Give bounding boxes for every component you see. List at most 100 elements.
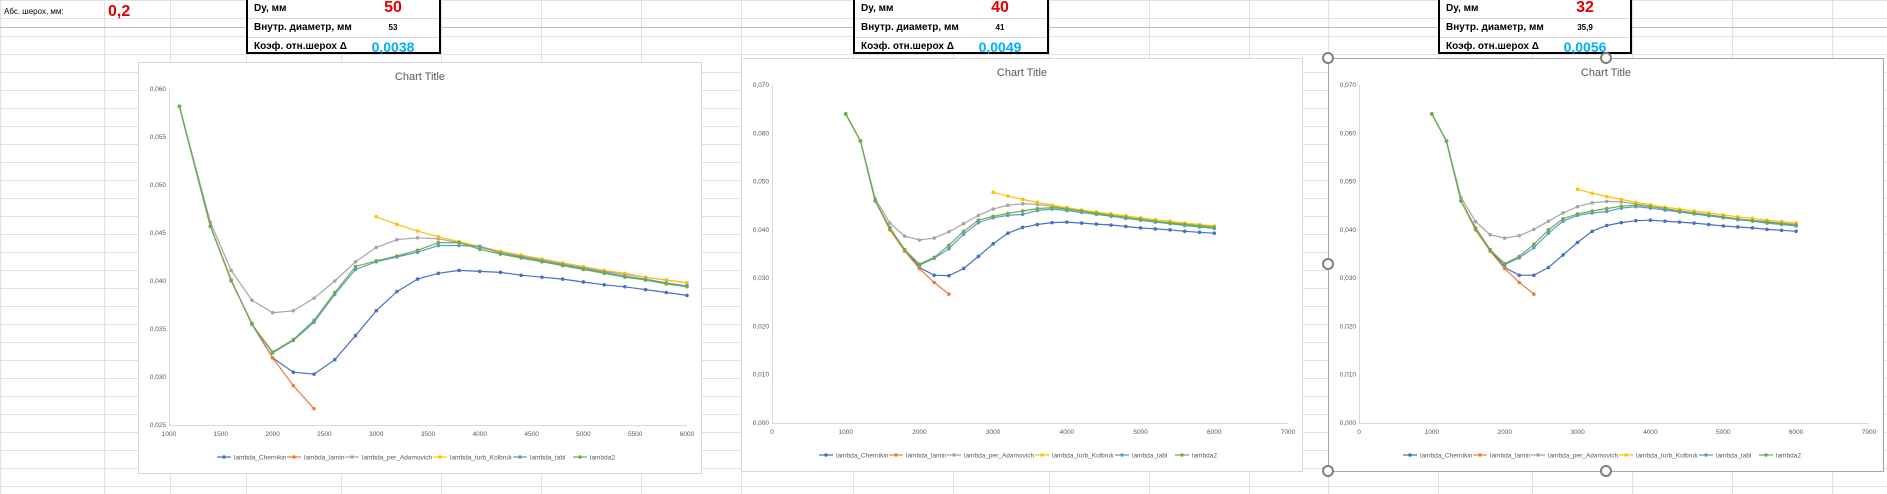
x-tick-label: 3000 <box>1570 429 1585 436</box>
dy-value[interactable]: 32 <box>1576 0 1594 16</box>
data-point <box>1473 219 1478 224</box>
data-point <box>623 275 627 279</box>
series-lambda_lamin[interactable] <box>177 104 316 411</box>
data-point <box>1619 197 1624 202</box>
resize-handle-top-middle[interactable] <box>1600 52 1612 64</box>
data-point <box>947 246 951 251</box>
data-point <box>685 293 689 298</box>
chart-dy32[interactable]: Chart Title 0 1000 2000 3000 4000 5000 6000 7000… <box>1328 58 1884 472</box>
data-point <box>1561 211 1565 215</box>
data-point <box>353 333 358 338</box>
data-point <box>961 232 966 237</box>
abs-roughness-value[interactable]: 0,2 <box>108 3 131 20</box>
resize-handle-bottom-left[interactable] <box>1322 465 1334 477</box>
pipe-info-box-dy50: Dy, мм 50 Внутр. диаметр, мм 53 Коэф. от… <box>246 0 441 55</box>
y-tick-label: 0,000 <box>753 420 770 427</box>
data-point <box>581 267 586 272</box>
x-tick-label: 5000 <box>576 431 591 438</box>
series-lambda_Chernikin[interactable] <box>843 112 1217 278</box>
data-point <box>602 271 606 276</box>
series-lambda_turb_Kolbruk[interactable] <box>1575 187 1798 225</box>
data-point <box>1212 225 1217 230</box>
chart-dy40[interactable]: Chart Title 0 1000 2000 3000 4000 5000 6000 7000… <box>741 58 1303 472</box>
legend-item[interactable]: lambda_lamin <box>1473 453 1531 460</box>
x-tick-label: 6000 <box>680 431 695 438</box>
legend-item[interactable]: lambda2 <box>1759 453 1801 460</box>
data-point <box>602 283 606 287</box>
legend-item[interactable]: lambda_turb_Kolbruk <box>1035 453 1115 460</box>
inner-diameter-value[interactable]: 35,9 <box>1577 23 1593 32</box>
legend-item[interactable]: lambda_per_Adamovich <box>345 455 432 462</box>
data-point <box>312 318 316 323</box>
series-lambda2[interactable] <box>1430 112 1798 266</box>
data-point <box>1794 229 1798 234</box>
data-point <box>1634 200 1638 205</box>
inner-diameter-value[interactable]: 41 <box>995 23 1005 32</box>
data-point <box>250 298 254 302</box>
legend-item[interactable]: lambda_tabl <box>1115 453 1168 460</box>
data-point <box>270 350 275 354</box>
roughness-coef-value[interactable]: 0,0056 <box>1563 39 1607 55</box>
legend-item[interactable]: lambda_Chernikin <box>217 455 287 462</box>
x-tick-label: 5000 <box>1133 429 1148 436</box>
legend-item[interactable]: lambda_Chernikin <box>1403 453 1473 460</box>
series-lambda_turb_Kolbruk[interactable] <box>374 214 689 285</box>
data-point <box>685 284 689 289</box>
data-point <box>312 372 316 376</box>
series-lambda2[interactable] <box>843 112 1217 266</box>
series-line <box>845 113 1215 265</box>
legend-item[interactable]: lambda_turb_Kolbruk <box>433 455 513 462</box>
data-point <box>1168 228 1172 232</box>
data-point <box>415 236 420 240</box>
roughness-coef-value[interactable]: 0,0038 <box>371 39 415 55</box>
data-point <box>1750 218 1755 223</box>
data-point <box>1430 112 1434 116</box>
series-lambda2[interactable] <box>177 104 689 354</box>
chart-dy50[interactable]: Chart Title 1000 1500 2000 2500 3000 3500 4000 4… <box>138 62 702 474</box>
data-point <box>961 266 966 271</box>
data-point <box>685 281 689 285</box>
data-point <box>208 224 213 229</box>
legend-item[interactable]: lambda2 <box>573 455 615 462</box>
series-lambda_turb_Kolbruk[interactable] <box>991 190 1217 228</box>
data-point <box>436 240 441 245</box>
legend-marker-icon <box>952 453 956 457</box>
data-point <box>1050 220 1054 225</box>
legend-item[interactable]: lambda_tabl <box>513 455 566 462</box>
legend-item[interactable]: lambda_Chernikin <box>819 453 889 460</box>
resize-handle-top-left[interactable] <box>1322 52 1334 64</box>
legend-item[interactable]: lambda_per_Adamovich <box>947 453 1034 460</box>
resize-handle-bottom-middle[interactable] <box>1600 465 1612 477</box>
data-point <box>1488 247 1492 252</box>
x-tick-label: 4500 <box>524 431 539 438</box>
dy-value[interactable]: 50 <box>384 0 402 16</box>
data-point <box>1517 273 1522 278</box>
data-point <box>1736 216 1740 221</box>
data-point <box>395 254 399 258</box>
series-lambda_per_Adamovich[interactable] <box>177 104 689 315</box>
legend-item[interactable]: lambda_lamin <box>287 455 345 462</box>
series-lambda_tabl[interactable] <box>177 104 689 355</box>
inner-diameter-value[interactable]: 53 <box>388 23 398 32</box>
data-point <box>1124 224 1128 229</box>
dy-value[interactable]: 40 <box>991 0 1009 16</box>
data-point <box>1663 206 1667 211</box>
data-point <box>1590 209 1594 213</box>
data-point <box>250 322 254 327</box>
legend-item[interactable]: lambda_per_Adamovich <box>1531 453 1618 460</box>
resize-handle-middle-left[interactable] <box>1322 258 1334 270</box>
series-lambda_Chernikin[interactable] <box>177 104 689 376</box>
x-tick-label: 1500 <box>214 431 229 438</box>
inner-diameter-label: Внутр. диаметр, мм <box>254 22 352 33</box>
legend-marker-icon <box>518 455 522 459</box>
y-tick-label: 0,060 <box>1340 130 1357 137</box>
data-point <box>1065 220 1069 224</box>
legend-item[interactable]: lambda_tabl <box>1699 453 1752 460</box>
roughness-coef-value[interactable]: 0,0049 <box>978 39 1022 55</box>
legend-item[interactable]: lambda_lamin <box>889 453 947 460</box>
data-point <box>177 104 182 109</box>
legend-item[interactable]: lambda2 <box>1175 453 1217 460</box>
series-lambda_Chernikin[interactable] <box>1430 112 1798 278</box>
legend-item[interactable]: lambda_turb_Kolbruk <box>1619 453 1699 460</box>
data-point <box>1094 222 1099 226</box>
